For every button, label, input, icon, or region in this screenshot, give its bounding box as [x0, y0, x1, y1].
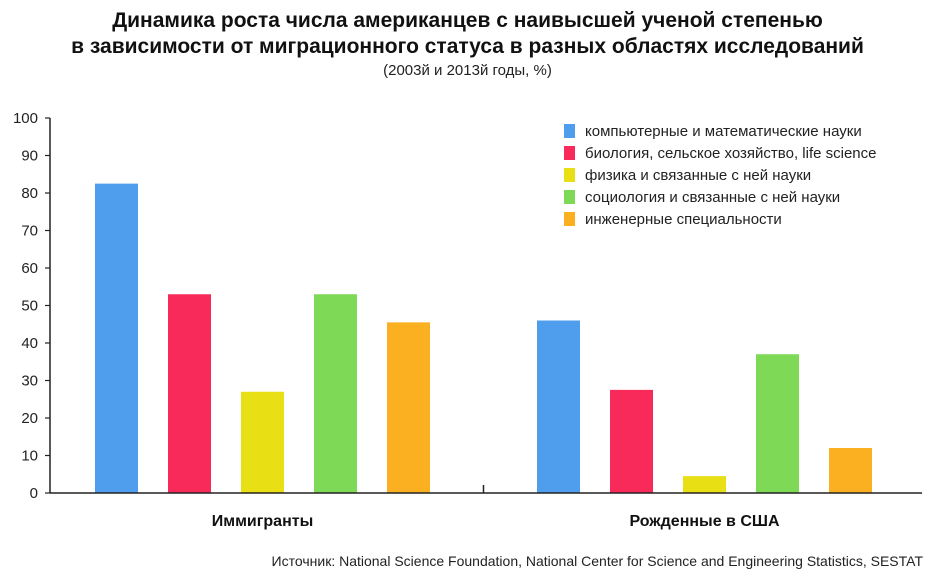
y-tick-label: 90 — [21, 148, 38, 165]
y-tick-label: 0 — [30, 485, 38, 502]
y-tick-label: 10 — [21, 448, 38, 465]
legend-label: компьютерные и математические науки — [585, 123, 862, 140]
y-tick-label: 30 — [21, 373, 38, 390]
y-tick-label: 100 — [13, 110, 38, 127]
bar — [683, 476, 726, 493]
legend-swatch — [564, 212, 575, 226]
x-category-label: Иммигранты — [212, 513, 314, 530]
bar — [314, 294, 357, 493]
y-axis: 0 10 20 30 40 50 60 70 80 90 100 — [13, 110, 51, 502]
bar — [168, 294, 211, 493]
bars — [95, 183, 872, 493]
bar — [756, 354, 799, 493]
y-tick-label: 60 — [21, 260, 38, 277]
legend-swatch — [564, 168, 575, 182]
legend: компьютерные и математические науки биоло… — [564, 123, 876, 228]
legend-label: биология, сельское хозяйство, life scien… — [585, 145, 876, 162]
source-note: Источник: National Science Foundation, N… — [271, 553, 923, 569]
bar — [829, 448, 872, 493]
bar — [537, 320, 580, 493]
legend-label: инженерные специальности — [585, 211, 782, 228]
chart-title-line-2: в зависимости от миграционного статуса в… — [71, 35, 864, 58]
chart-title-line-1: Динамика роста числа американцев с наивы… — [112, 9, 823, 32]
legend-swatch — [564, 190, 575, 204]
bar — [387, 322, 430, 493]
y-tick-label: 80 — [21, 185, 38, 202]
y-tick-label: 40 — [21, 335, 38, 352]
y-tick-label: 20 — [21, 410, 38, 427]
legend-swatch — [564, 124, 575, 138]
bar — [610, 389, 653, 493]
x-axis: Иммигранты Рожденные в США — [50, 485, 922, 530]
y-tick-label: 50 — [21, 298, 38, 315]
chart-subtitle: (2003й и 2013й годы, %) — [383, 62, 552, 79]
legend-label: социология и связанные с ней науки — [585, 189, 840, 206]
bar — [241, 391, 284, 493]
legend-swatch — [564, 146, 575, 160]
x-category-label: Рожденные в США — [629, 513, 779, 530]
bar — [95, 183, 138, 493]
y-tick-label: 70 — [21, 223, 38, 240]
legend-label: физика и связанные с ней науки — [585, 167, 811, 184]
